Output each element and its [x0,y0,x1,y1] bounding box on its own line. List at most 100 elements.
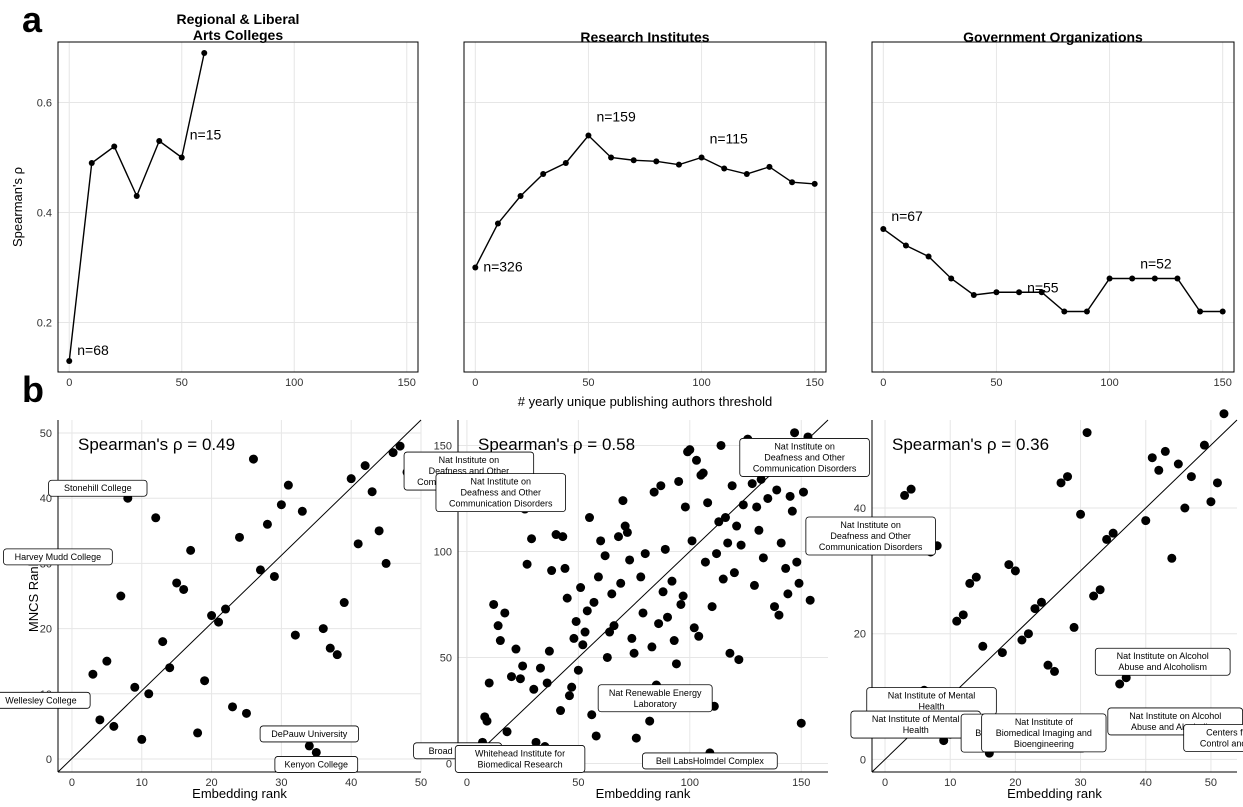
point-label-box [597,684,713,713]
scatter-point [774,610,784,620]
scatter-point [1167,553,1177,563]
y-tick-label: 40 [40,493,52,505]
point-label-text: Biomedical Research [478,759,563,769]
scatter-point [772,485,782,495]
point-label-text: Stonehill College [64,483,132,493]
point-label-text: Biomedical Imaging and [996,728,1092,738]
x-tick-label: 50 [176,377,188,389]
spearman-annotation: Spearman's ρ = 0.49 [78,435,235,454]
data-point [517,193,524,199]
scatter-point [241,708,251,718]
scatter-point [207,611,217,621]
scatter-point [578,640,588,650]
scatter-point [689,623,699,633]
n-annotation: n=159 [596,109,636,125]
x-tick-label: 0 [464,777,470,789]
scatter-point [732,521,742,531]
scatter-point [1141,516,1151,526]
y-tick-label: 40 [854,503,866,515]
scatter-point [723,538,733,548]
y-tick-label: 50 [40,428,52,440]
scatter-point [781,563,791,573]
scatter-point [151,513,161,523]
point-label-text: Whitehead Institute for [475,748,565,758]
scatter-point [560,563,570,573]
scatter-point [388,448,398,458]
point-label-text: Communication Disorders [753,463,857,473]
y-tick-label: 0.4 [37,208,52,220]
scatter-point [716,440,726,450]
scatter-point [1036,597,1046,607]
data-point [1151,275,1158,282]
scatter-point [622,527,632,537]
scatter-point [95,715,105,725]
scatter-point [763,493,773,503]
scatter-point [179,584,189,594]
scatter-point [130,682,140,692]
data-point [630,157,637,164]
scatter-point [700,557,710,567]
point-label-box [435,473,566,513]
point-label-text: Abuse and Alcoholism [1131,722,1220,732]
x-tick-label: 30 [1074,777,1086,789]
scatter-point [495,636,505,646]
data-point [540,171,547,177]
scatter-point [667,576,677,586]
scatter-point [589,597,599,607]
scatter-point [1050,666,1059,676]
scatter-point [952,616,962,626]
point-label-text: Laboratory [634,699,678,709]
scatter-point [654,619,664,629]
x-tick-label: 100 [285,377,303,389]
scatter-point [971,572,981,582]
scatter-point [1219,409,1229,419]
scatter-point [1108,528,1118,538]
scatter-point [522,559,532,569]
data-point [178,154,185,161]
scatter-point [613,532,623,542]
scatter-point [671,659,681,669]
scatter-point [678,591,688,601]
scatter-point [727,481,737,491]
scatter-point [529,684,539,694]
scatter-point [283,480,293,490]
data-point [1061,308,1068,315]
scatter-point [221,604,231,614]
scatter-point [235,532,244,542]
scatter-point [596,536,606,546]
data-point [1197,308,1204,315]
scatter-point [718,574,728,584]
scatter-point [325,643,335,653]
scatter-point [609,621,619,631]
x-tick-label: 30 [275,777,287,789]
point-label-text: Deafness and Other [460,488,541,498]
y-tick-label: 50 [440,652,452,664]
scatter-point [725,648,735,658]
scatter-point [707,602,717,612]
y-tick-label: 20 [854,629,866,641]
series-line [882,228,1223,313]
x-tick-label: 100 [1100,377,1118,389]
y-tick-label: 0 [860,754,866,766]
scatter-point [531,737,541,747]
data-point [925,253,932,260]
scatter-point [518,661,528,671]
y-tick-label: 0 [446,759,452,771]
scatter-point [381,558,391,568]
scatter-point [656,481,666,491]
series-line [474,134,815,268]
x-tick-label: 0 [472,377,478,389]
scatter-point [658,587,668,597]
data-point [653,158,660,165]
x-axis-label: # yearly unique publishing authors thres… [518,394,772,409]
data-point [88,160,95,166]
scatter-point [649,487,659,497]
x-tick-label: 150 [806,377,824,389]
scatter-point [607,589,617,599]
point-label-box [259,725,359,743]
scatter-point [602,652,612,662]
scatter-point [1186,472,1196,482]
scatter-point [783,589,793,599]
scatter-point [262,519,272,529]
data-point [494,220,501,227]
